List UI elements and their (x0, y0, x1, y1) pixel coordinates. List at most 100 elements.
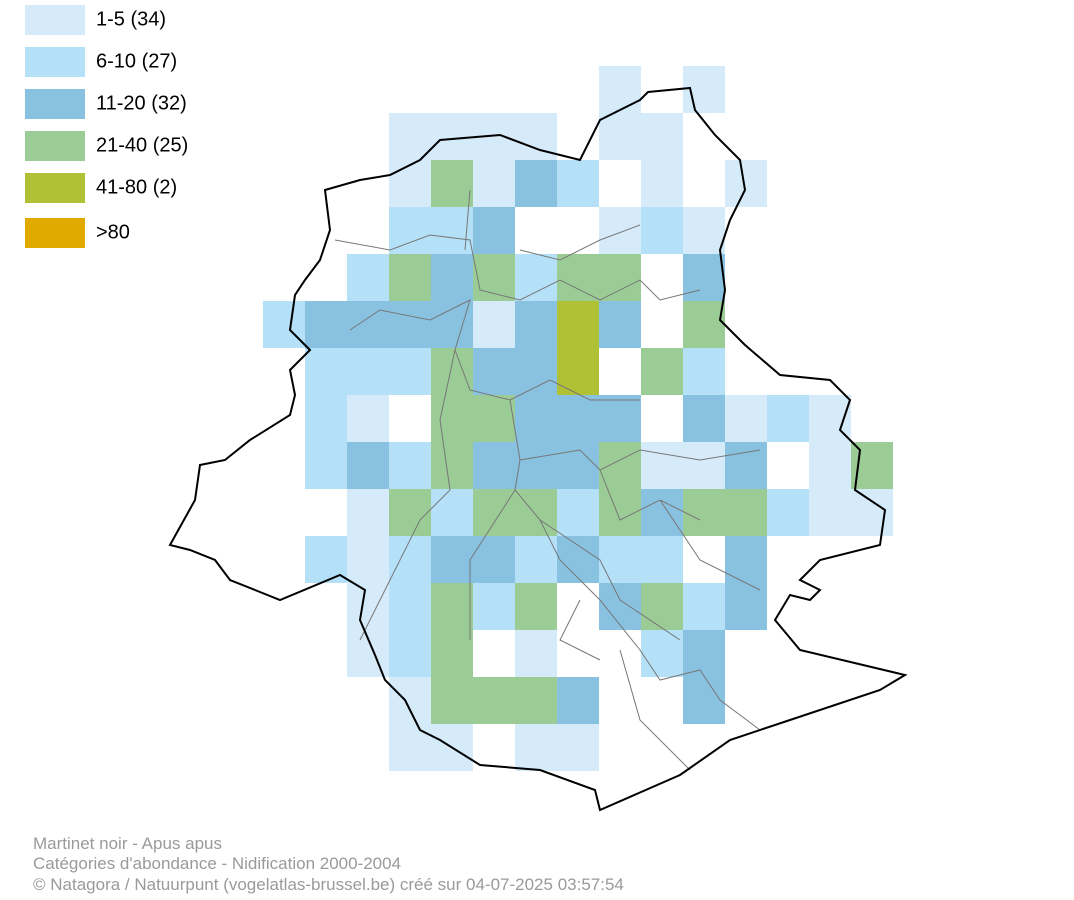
grid-cell (305, 395, 347, 442)
grid-cell (683, 395, 725, 442)
grid-cell (809, 489, 851, 536)
grid-cell (473, 160, 515, 207)
grid-cell (473, 583, 515, 630)
grid-cell (725, 583, 767, 630)
grid-cell (347, 395, 389, 442)
grid-cell (599, 207, 641, 254)
legend-swatch (25, 89, 85, 119)
legend-swatch (25, 5, 85, 35)
grid-cell (305, 348, 347, 395)
grid-cell (683, 348, 725, 395)
grid-cell (641, 348, 683, 395)
grid-cell (389, 348, 431, 395)
grid-cell (431, 677, 473, 724)
grid-cell (515, 583, 557, 630)
grid-cell (431, 536, 473, 583)
grid-cell (641, 113, 683, 160)
grid-cell (515, 677, 557, 724)
region-outline (168, 86, 908, 812)
legend-label: >80 (96, 221, 130, 243)
grid-cell (641, 207, 683, 254)
grid-cell (389, 207, 431, 254)
grid-cell (683, 207, 725, 254)
grid-cell (683, 301, 725, 348)
grid-cell (725, 160, 767, 207)
grid-cell (347, 536, 389, 583)
legend-label: 41-80 (2) (96, 176, 177, 198)
grid-cell (473, 442, 515, 489)
grid-cell (725, 536, 767, 583)
grid-cell (599, 442, 641, 489)
grid-cell (389, 442, 431, 489)
grid-cell (473, 677, 515, 724)
footer-line: © Natagora / Natuurpunt (vogelatlas-brus… (33, 875, 624, 894)
grid-cell (683, 66, 725, 113)
grid-cell (641, 536, 683, 583)
grid-cell (599, 583, 641, 630)
grid-cell (515, 724, 557, 771)
legend-swatch (25, 131, 85, 161)
grid-cell (557, 301, 599, 348)
grid-cell (473, 348, 515, 395)
grid-cell (557, 395, 599, 442)
grid-cell (431, 489, 473, 536)
grid-cell (599, 536, 641, 583)
grid-cell (431, 160, 473, 207)
grid-cell (347, 489, 389, 536)
grid-cell (515, 442, 557, 489)
grid-cell (557, 160, 599, 207)
legend-label: 1-5 (34) (96, 8, 166, 30)
grid-cell (683, 489, 725, 536)
grid-cell (305, 301, 347, 348)
grid-cell (641, 630, 683, 677)
grid-cell (557, 348, 599, 395)
grid-cell (431, 348, 473, 395)
grid-cell (389, 254, 431, 301)
grid-cell (389, 677, 431, 724)
grid-cell (431, 254, 473, 301)
grid-cell (851, 489, 893, 536)
grid-cell (515, 489, 557, 536)
footer-line: Martinet noir - Apus apus (33, 834, 222, 853)
grid-cell (515, 160, 557, 207)
grid-cell (515, 536, 557, 583)
grid-cell (389, 301, 431, 348)
grid-cell (641, 489, 683, 536)
grid-cell (473, 301, 515, 348)
grid-cell (557, 254, 599, 301)
grid-cell (599, 254, 641, 301)
grid-cell (683, 583, 725, 630)
grid-cell (683, 677, 725, 724)
footer-line: Catégories d'abondance - Nidification 20… (33, 854, 401, 873)
grid-cell (347, 348, 389, 395)
grid-cell (263, 301, 305, 348)
grid-cell (389, 536, 431, 583)
grid-cell (431, 583, 473, 630)
grid-cell (599, 301, 641, 348)
grid-cell (431, 442, 473, 489)
grid-cell (347, 301, 389, 348)
grid-cell (557, 442, 599, 489)
grid-cell (389, 489, 431, 536)
grid-cell (473, 536, 515, 583)
grid-cell (431, 395, 473, 442)
grid-cell (767, 489, 809, 536)
grid-cell (641, 442, 683, 489)
grid-cell (431, 113, 473, 160)
grid-cell (809, 442, 851, 489)
grid-cell (599, 395, 641, 442)
grid-cell (389, 724, 431, 771)
grid-cell (725, 489, 767, 536)
grid-cell (557, 489, 599, 536)
grid-cell (347, 583, 389, 630)
grid-cell (473, 489, 515, 536)
grid-cell (725, 442, 767, 489)
grid-cell (389, 160, 431, 207)
grid-cell (305, 442, 347, 489)
legend-label: 6-10 (27) (96, 50, 177, 72)
grid-cell (515, 630, 557, 677)
grid-cell (641, 160, 683, 207)
grid-cell (515, 395, 557, 442)
grid-cell (473, 207, 515, 254)
